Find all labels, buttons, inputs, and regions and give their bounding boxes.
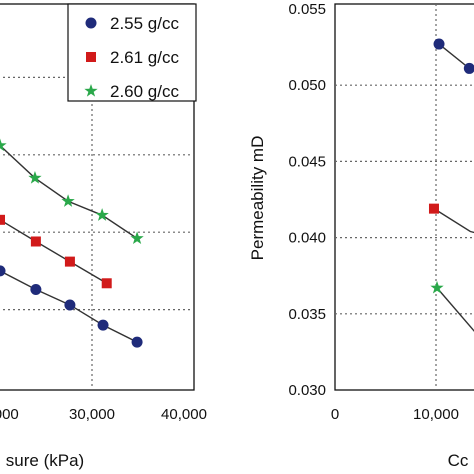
left-x-tick-label: 30,000 (69, 406, 115, 423)
left-series-line-1 (0, 219, 108, 284)
left-series-2-point (0, 138, 7, 152)
right-x-tick-label: 0 (331, 406, 339, 423)
right-series-line-2 (436, 287, 474, 332)
right-x-axis-label: Cc (448, 451, 469, 470)
right-x-tick-label: 10,000 (413, 406, 459, 423)
right-y-axis-label: Permeability mD (248, 136, 267, 261)
left-series-2-point (130, 231, 144, 245)
left-series-1-point (30, 236, 41, 247)
left-series-line-2 (0, 144, 138, 239)
left-series-2-point (28, 171, 42, 184)
legend-label-2: 2.60 g/cc (110, 82, 179, 101)
right-plot-frame (334, 3, 474, 391)
right-y-tick-label: 0.050 (288, 77, 326, 94)
left-series-0-point (0, 265, 6, 277)
left-series-0-point (97, 319, 109, 331)
left-series-1-point (64, 256, 75, 267)
left-series-0-point (64, 299, 76, 311)
legend-marker-2 (84, 84, 98, 97)
right-y-tick-label: 0.030 (288, 382, 326, 399)
left-x-axis-label: sure (kPa) (6, 451, 84, 470)
left-series-2-point (61, 194, 75, 207)
right-chart: 0.030 0.035 0.040 0.045 0.050 0.055 0 10,000 Per… (248, 1, 474, 470)
legend-label-1: 2.61 g/cc (110, 48, 179, 67)
right-series-2-point (430, 280, 444, 294)
left-chart: 0,000 30,000 40,000 sure (kPa) 2.55 g/cc 2.61… (0, 3, 207, 470)
right-y-tick-label: 0.055 (288, 1, 326, 18)
left-x-tick-label: 40,000 (161, 406, 207, 423)
left-series-2-point (95, 208, 109, 221)
right-y-tick-label: 0.040 (288, 230, 326, 247)
legend-label-0: 2.55 g/cc (110, 14, 179, 33)
left-series-1-point (101, 278, 112, 289)
left-series-0-point (131, 336, 143, 348)
left-series-1-point (0, 214, 5, 225)
legend-marker-1 (86, 52, 96, 62)
right-series-1-point (428, 203, 439, 214)
right-y-tick-label: 0.045 (288, 153, 326, 170)
left-series-0-point (30, 283, 42, 295)
right-series-0-point (433, 38, 445, 50)
right-y-tick-label: 0.035 (288, 306, 326, 323)
legend-marker-0 (85, 17, 97, 29)
right-series-0-point (463, 62, 474, 74)
right-series-line-1 (433, 208, 474, 234)
left-x-tick-label: 0,000 (0, 406, 19, 423)
legend: 2.55 g/cc 2.61 g/cc 2.60 g/cc (67, 3, 197, 102)
